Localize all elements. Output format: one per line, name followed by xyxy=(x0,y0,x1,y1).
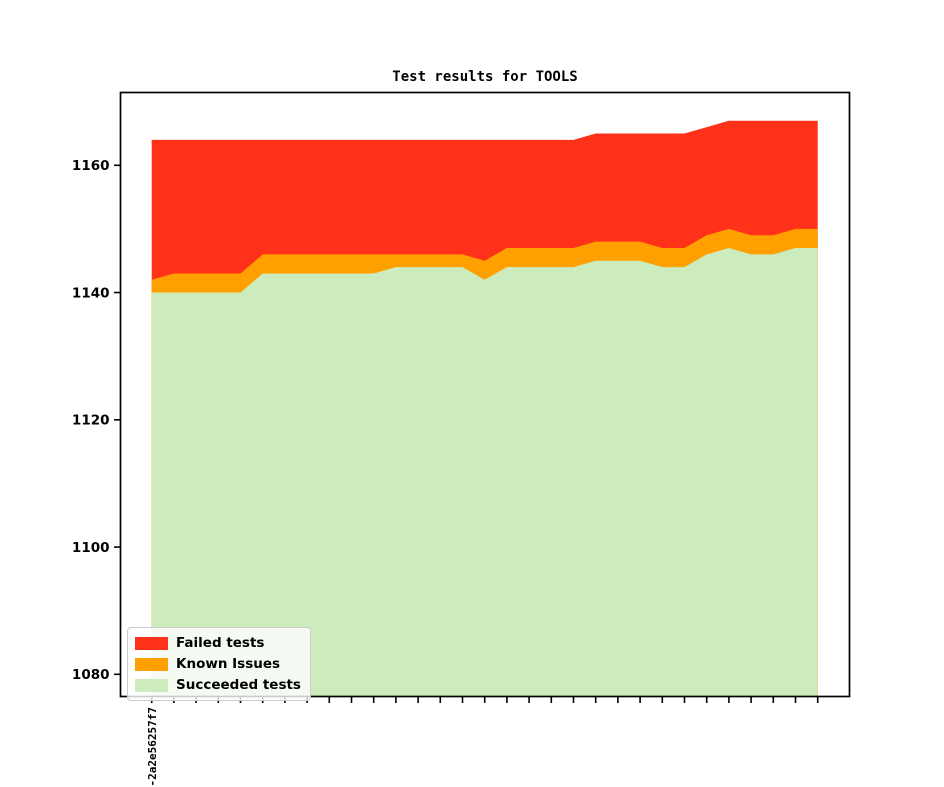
legend-label-failed-tests: Failed tests xyxy=(176,635,265,651)
y-tick-label: 1080 xyxy=(72,667,110,683)
y-tick-label: 1160 xyxy=(72,158,110,174)
legend: Failed tests Known Issues Succeeded test… xyxy=(127,627,311,701)
y-tick-label: 1100 xyxy=(72,540,110,556)
legend-swatch-failed-tests xyxy=(135,636,168,650)
legend-swatch-known-issues xyxy=(135,657,168,671)
y-tick-label: 1140 xyxy=(72,285,110,301)
chart-title: Test results for TOOLS xyxy=(392,69,577,85)
legend-item-succeeded-tests: Succeeded tests xyxy=(135,675,301,695)
area-series-group xyxy=(151,120,818,697)
legend-label-known-issues: Known Issues xyxy=(176,656,281,672)
x-tick-label-commit: -2a2e56257f7 xyxy=(146,707,159,786)
area-succeeded-tests xyxy=(151,248,818,697)
y-tick-label: 1120 xyxy=(72,413,110,429)
y-tick-labels-group: 1080 1100 1120 1140 1160 xyxy=(72,158,110,683)
legend-swatch-succeeded-tests xyxy=(135,678,168,692)
legend-item-known-issues: Known Issues xyxy=(135,654,301,674)
legend-label-succeeded-tests: Succeeded tests xyxy=(176,677,301,693)
legend-item-failed-tests: Failed tests xyxy=(135,633,301,653)
